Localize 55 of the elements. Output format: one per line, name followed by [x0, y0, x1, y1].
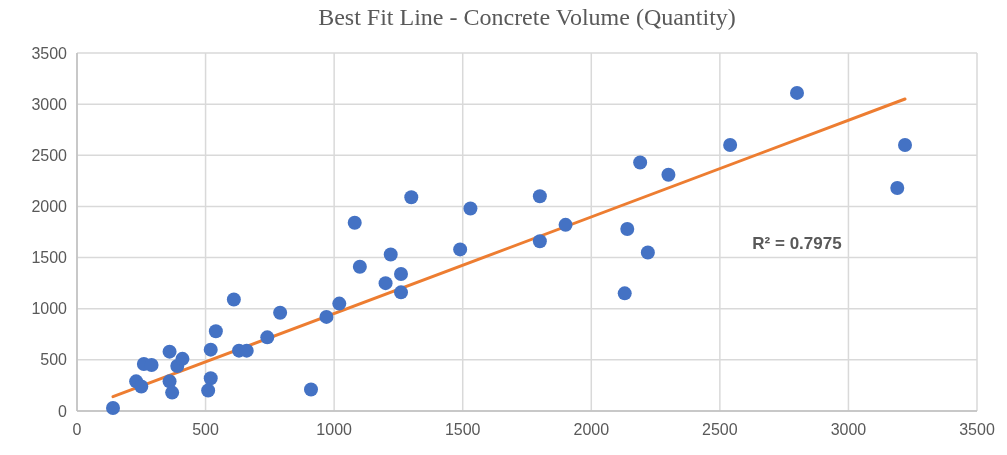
- y-tick-label: 500: [40, 351, 68, 369]
- point: [640, 245, 655, 260]
- point: [162, 344, 177, 359]
- point: [394, 285, 408, 300]
- y-tick-label: 2000: [31, 198, 68, 216]
- point: [890, 181, 905, 196]
- point: [453, 242, 468, 257]
- point: [162, 374, 177, 389]
- point: [790, 85, 804, 100]
- x-tick-label: 3000: [830, 421, 867, 438]
- point: [463, 201, 478, 216]
- x-tick-label: 500: [192, 421, 220, 438]
- point: [134, 379, 149, 394]
- point: [898, 138, 912, 153]
- y-tick-label: 1000: [31, 300, 68, 318]
- point: [617, 286, 632, 301]
- point: [723, 138, 738, 153]
- point: [319, 309, 334, 324]
- x-tick-label: 1500: [444, 421, 481, 438]
- chart-title: Best Fit Line - Concrete Volume (Quantity): [318, 4, 736, 30]
- y-tick-label: 0: [58, 402, 68, 420]
- point: [383, 247, 398, 262]
- y-tick-label: 3000: [31, 95, 68, 113]
- point: [304, 382, 318, 397]
- point: [661, 167, 676, 182]
- point: [201, 383, 216, 398]
- y-tick-label: 3500: [31, 44, 68, 62]
- x-tick-label: 0: [72, 421, 82, 438]
- x-tick-label: 1000: [316, 421, 353, 438]
- point: [208, 324, 223, 339]
- x-tick-label: 2000: [573, 421, 610, 438]
- x-tick-label: 2500: [702, 421, 738, 438]
- y-tick-label: 1500: [31, 249, 68, 267]
- x-tick-label: 3500: [959, 421, 995, 438]
- point: [165, 385, 180, 400]
- point: [203, 371, 218, 386]
- point: [633, 155, 648, 170]
- point: [620, 221, 635, 236]
- point: [175, 351, 190, 366]
- point: [404, 190, 419, 205]
- point: [203, 342, 218, 357]
- point: [273, 305, 288, 320]
- point: [378, 276, 393, 291]
- point: [226, 292, 241, 307]
- point: [532, 189, 547, 204]
- point: [106, 400, 120, 415]
- point: [558, 217, 573, 232]
- point: [347, 215, 362, 230]
- point: [532, 234, 547, 249]
- point: [260, 330, 275, 345]
- point: [332, 296, 347, 311]
- point: [352, 259, 367, 274]
- y-tick-label: 2500: [31, 146, 68, 164]
- annotation: R² = 0.7975: [752, 233, 842, 253]
- point: [394, 266, 408, 281]
